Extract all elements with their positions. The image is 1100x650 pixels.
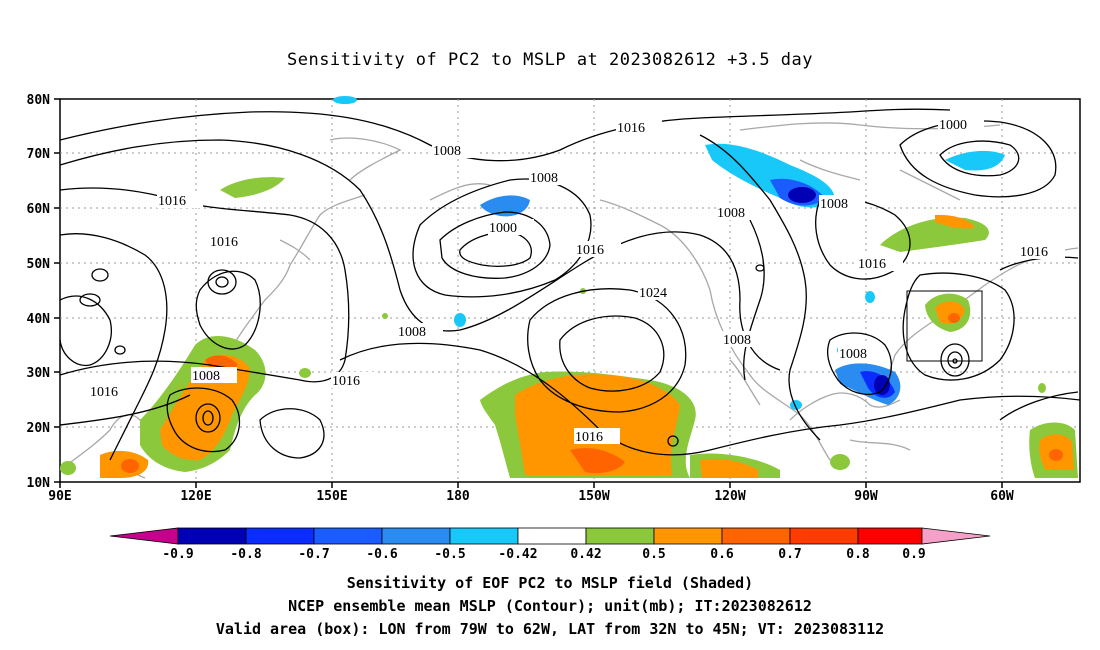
svg-text:1008: 1008	[820, 197, 848, 212]
contour-label: 1016	[857, 255, 903, 272]
contour-label: 1016	[209, 233, 255, 250]
caption-valid-area: Valid area (box): LON from 79W to 62W, L…	[215, 620, 885, 638]
svg-text:1016: 1016	[617, 121, 645, 136]
svg-text:1016: 1016	[210, 235, 238, 250]
colorbar-label: -0.42	[498, 547, 537, 562]
lon-label: 180	[446, 489, 470, 504]
lat-label: 20N	[27, 421, 51, 436]
lon-label: 150W	[578, 489, 609, 504]
contour-label: 1016	[331, 372, 377, 389]
colorbar-label: 0.9	[902, 547, 925, 562]
colorbar	[109, 527, 991, 545]
svg-text:1008: 1008	[192, 369, 220, 384]
colorbar-swatch	[449, 527, 519, 545]
svg-text:1016: 1016	[332, 374, 360, 389]
lat-labels: 80N 70N 60N 50N 40N 30N 20N 10N	[27, 93, 51, 491]
caption-shaded: Sensitivity of EOF PC2 to MSLP field (Sh…	[346, 574, 754, 592]
colorbar-swatch	[245, 527, 315, 545]
axis-ticks	[54, 98, 1003, 488]
contour-label: 1008	[529, 169, 575, 186]
colorbar-swatch	[789, 527, 859, 545]
lat-label: 80N	[27, 93, 51, 108]
colorbar-label: -0.8	[230, 547, 261, 562]
colorbar-swatch	[109, 527, 179, 545]
lon-label: 120W	[714, 489, 745, 504]
svg-text:1016: 1016	[858, 257, 886, 272]
caption-contour: NCEP ensemble mean MSLP (Contour); unit(…	[288, 597, 812, 615]
svg-text:1016: 1016	[158, 194, 186, 209]
lat-label: 60N	[27, 202, 51, 217]
svg-text:1000: 1000	[939, 118, 967, 133]
lat-label: 70N	[27, 147, 51, 162]
colorbar-swatch	[857, 527, 923, 545]
contour-label: 1016	[1019, 243, 1065, 260]
svg-text:1016: 1016	[90, 385, 118, 400]
svg-text:1016: 1016	[575, 430, 603, 445]
contour-label: 1008	[722, 331, 768, 348]
lon-label: 90W	[854, 489, 878, 504]
lon-label: 60W	[990, 489, 1014, 504]
lat-label: 40N	[27, 312, 51, 327]
contour-label: 1016	[616, 119, 662, 136]
contour-label: 1008	[716, 204, 762, 221]
contour-label: 1016	[89, 383, 135, 400]
contour-label: 1000	[938, 116, 984, 133]
colorbar-label: -0.5	[434, 547, 465, 562]
contour-label: 1008	[838, 345, 884, 362]
lon-label: 150E	[316, 489, 347, 504]
svg-text:1008: 1008	[723, 333, 751, 348]
colorbar-swatch	[177, 527, 247, 545]
lon-labels: 90E 120E 150E 180 150W 120W 90W 60W	[48, 489, 1014, 504]
svg-text:1008: 1008	[398, 325, 426, 340]
contour-label: 1008	[819, 195, 865, 212]
colorbar-label: -0.6	[366, 547, 397, 562]
svg-text:1000: 1000	[489, 221, 517, 236]
contour-label: 1016	[157, 192, 203, 209]
colorbar-label: -0.9	[162, 547, 193, 562]
lon-label: 120E	[180, 489, 211, 504]
colorbar-swatch	[721, 527, 791, 545]
colorbar-swatch	[517, 527, 587, 545]
colorbar-labels: -0.9 -0.8 -0.7 -0.6 -0.5 -0.42 0.42 0.5 …	[162, 547, 925, 562]
contour-label: 1024	[638, 284, 684, 301]
lat-label: 50N	[27, 257, 51, 272]
svg-text:1016: 1016	[576, 243, 604, 258]
lon-label: 90E	[48, 489, 71, 504]
contour-label: 1016	[575, 241, 621, 258]
colorbar-label: -0.7	[298, 547, 329, 562]
contour-labels: 1008 1016 1008 1016 1000 1008 1016 1024 …	[89, 116, 1065, 445]
colorbar-swatch	[653, 527, 723, 545]
svg-text:1008: 1008	[530, 171, 558, 186]
colorbar-swatch	[381, 527, 451, 545]
svg-text:1008: 1008	[717, 206, 745, 221]
colorbar-label: 0.42	[570, 547, 601, 562]
colorbar-swatch	[585, 527, 655, 545]
colorbar-swatch	[921, 527, 991, 545]
contour-label: 1008	[432, 142, 478, 159]
contour-label: 1016	[574, 428, 620, 445]
svg-text:1008: 1008	[433, 144, 461, 159]
chart-title: Sensitivity of PC2 to MSLP at 2023082612…	[286, 50, 813, 70]
colorbar-swatch	[313, 527, 383, 545]
colorbar-label: 0.8	[846, 547, 870, 562]
colorbar-label: 0.6	[710, 547, 734, 562]
svg-text:1024: 1024	[639, 286, 667, 301]
svg-text:1008: 1008	[839, 347, 867, 362]
svg-text:1016: 1016	[1020, 245, 1048, 260]
colorbar-label: 0.5	[642, 547, 665, 562]
colorbar-label: 0.7	[778, 547, 801, 562]
lat-label: 10N	[27, 476, 51, 491]
contour-label: 1008	[191, 367, 237, 384]
contour-label: 1000	[488, 219, 534, 236]
contour-label: 1008	[397, 323, 443, 340]
valid-area-box	[906, 290, 983, 362]
lat-label: 30N	[27, 366, 51, 381]
